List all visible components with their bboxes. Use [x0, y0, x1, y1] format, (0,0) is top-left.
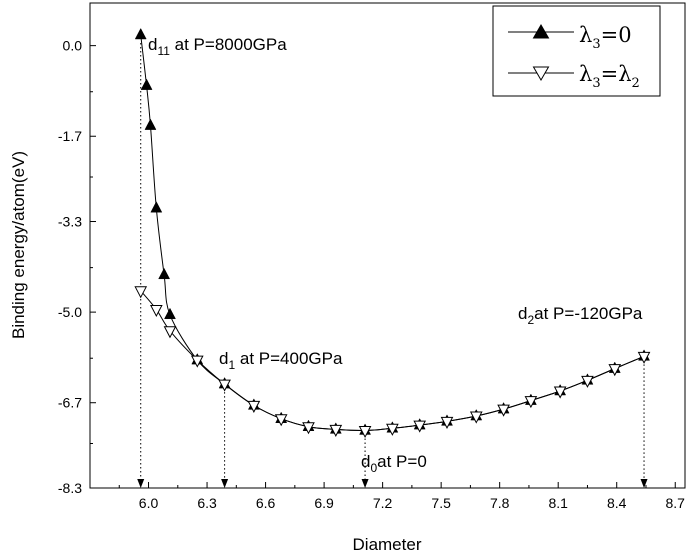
data-point-filled-triangle — [144, 118, 157, 130]
y-tick-label: -5.0 — [58, 304, 82, 320]
x-tick-label: 6.9 — [314, 495, 334, 511]
legend-box — [492, 5, 661, 97]
data-point-open-triangle — [469, 411, 483, 424]
annotation-label: d11 at P=8000GPa — [148, 35, 287, 58]
data-point-filled-triangle — [164, 307, 176, 320]
data-point-open-triangle — [134, 286, 148, 299]
annotation-arrowhead — [361, 479, 369, 488]
data-point-filled-triangle — [134, 27, 147, 40]
x-tick-label: 6.0 — [139, 495, 159, 511]
annotation-arrowhead — [221, 479, 229, 488]
annotation-label: d2at P=-120GPa — [518, 304, 643, 327]
annotation-lines — [137, 42, 648, 488]
data-point-open-triangle — [247, 400, 261, 413]
x-tick-label: 8.7 — [666, 495, 686, 511]
data-point-open-triangle — [329, 424, 343, 437]
x-tick-label: 7.5 — [431, 495, 451, 511]
axis-ticks: 6.0 6.3 6.6 6.9 7.2 7.5 7.8 8.1 8.4 8.7 0.0 -1.7 -3.… — [58, 38, 685, 511]
data-point-open-triangle — [413, 420, 427, 433]
data-point-open-triangle — [274, 414, 288, 427]
plot-frame — [89, 2, 686, 489]
x-tick-label: 7.2 — [373, 495, 393, 511]
legend-marker-2 — [532, 66, 550, 82]
legend: λ3=0 λ3=λ2 — [492, 5, 661, 97]
y-tick-label: -8.3 — [58, 480, 82, 496]
data-point-open-triangle — [524, 396, 538, 409]
y-tick-label: -6.7 — [58, 395, 82, 411]
annotation-label: d1 at P=400GPa — [219, 349, 343, 372]
y-axis-label: Binding energy/atom(eV) — [9, 151, 28, 339]
x-tick-label: 8.1 — [548, 495, 568, 511]
data-point-filled-triangle — [140, 78, 153, 90]
data-point-open-triangle — [553, 386, 567, 399]
data-point-open-triangle — [440, 416, 454, 429]
data-point-open-triangle — [608, 364, 622, 377]
data-point-filled-triangle — [150, 201, 163, 213]
data-point-open-triangle — [386, 423, 399, 436]
data-point-open-triangle — [581, 375, 594, 388]
x-axis-label: Diameter — [353, 535, 422, 554]
data-point-open-triangle — [218, 379, 231, 392]
data-point-open-triangle — [302, 422, 315, 435]
data-point-open-triangle — [637, 351, 651, 364]
legend-marker-1 — [532, 23, 550, 39]
y-tick-label: 0.0 — [63, 38, 83, 54]
annotation-labels: d11 at P=8000GPa d1 at P=400GPa d0at P=0 d2… — [148, 35, 643, 475]
data-point-open-triangle — [358, 425, 372, 439]
data-point-open-triangle — [150, 304, 163, 318]
data-point-open-triangle — [497, 404, 510, 417]
y-tick-label: -1.7 — [58, 128, 82, 144]
data-point-filled-triangle — [158, 267, 171, 280]
data-point-open-triangle — [190, 355, 204, 368]
data-point-open-triangle — [163, 326, 177, 339]
annotation-arrowhead — [640, 479, 648, 488]
annotation-arrowhead — [137, 479, 145, 488]
series-markers — [134, 27, 651, 439]
annotation-label: d0at P=0 — [361, 452, 427, 475]
x-tick-label: 7.8 — [490, 495, 510, 511]
x-tick-label: 6.6 — [256, 495, 276, 511]
x-tick-label: 8.4 — [607, 495, 627, 511]
y-tick-label: -3.3 — [58, 214, 82, 230]
x-tick-label: 6.3 — [197, 495, 217, 511]
